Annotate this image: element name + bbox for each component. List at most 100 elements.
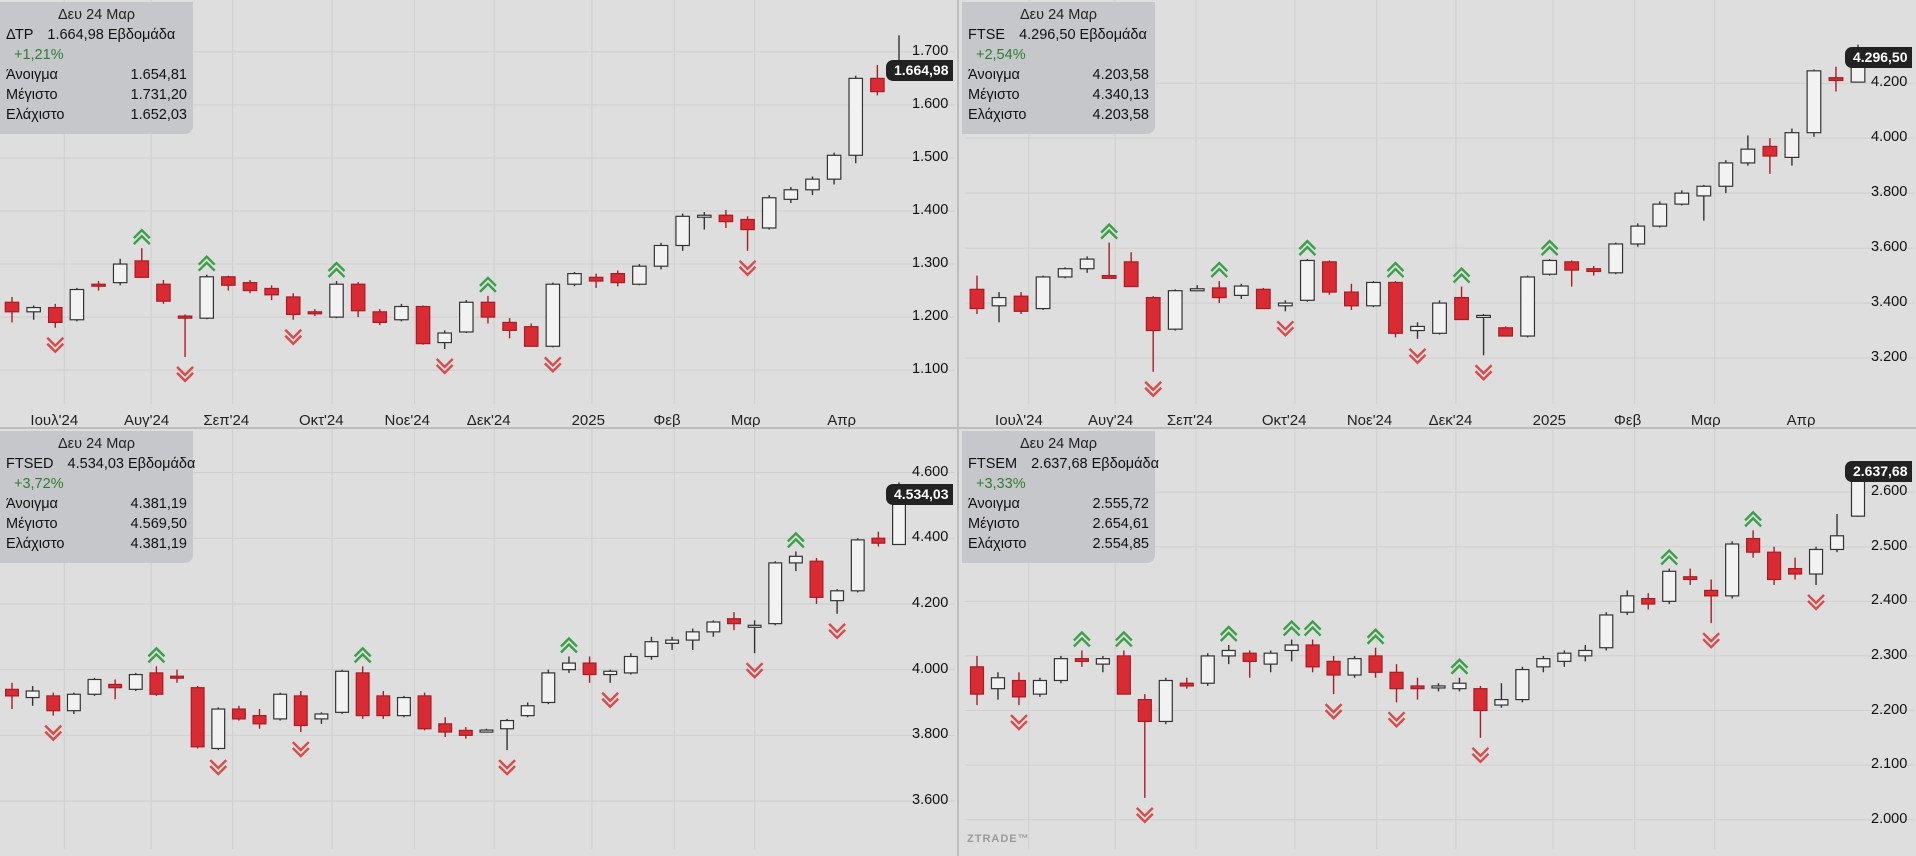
candle-down	[1388, 281, 1403, 338]
y-tick-label: 4.200	[912, 594, 949, 611]
high-label: Μέγιστο	[6, 516, 58, 532]
candle-body	[1116, 655, 1131, 695]
info-symbol: FTSEM	[968, 456, 1018, 472]
candle-up	[1536, 655, 1551, 673]
candle-up	[26, 305, 41, 320]
candle-up	[1808, 546, 1824, 585]
y-tick-label: 1.200	[912, 308, 949, 325]
candle-body	[1095, 658, 1110, 665]
swing-high-marker	[1210, 261, 1229, 278]
chart-panel-ftse[interactable]: Δευ 24 Μαρ FTSE 4.296,50 Εβδομάδα +2,54% …	[959, 0, 1916, 427]
info-high-row: Μέγιστο 2.654,61	[962, 514, 1155, 534]
info-low-row: Ελάχιστο 1.652,03	[0, 105, 193, 125]
candle-body	[706, 621, 721, 633]
candle-down	[190, 686, 205, 749]
y-tick-label: 2.600	[1871, 483, 1908, 500]
candle-body	[264, 287, 279, 296]
swing-low-marker	[828, 622, 846, 640]
candle-body	[502, 321, 517, 331]
candle-body	[1718, 162, 1734, 187]
candle-body	[252, 715, 267, 725]
candle-body	[458, 729, 473, 736]
candle-up	[768, 561, 783, 626]
candle-down	[372, 309, 388, 326]
candle-up	[87, 677, 102, 696]
candle-up	[314, 712, 329, 724]
swing-low-marker	[601, 691, 620, 709]
candle-down	[1454, 286, 1469, 321]
candle-down	[4, 296, 20, 323]
candle-body	[991, 296, 1007, 307]
candle-body	[969, 288, 985, 310]
candle-up	[805, 176, 820, 196]
candle-body	[479, 729, 494, 733]
candle-down	[588, 273, 604, 288]
candle-body	[1696, 185, 1712, 197]
candle-up	[1452, 677, 1467, 692]
candle-body	[293, 695, 308, 727]
candle-up	[653, 242, 669, 270]
x-tick-label: Σεπ'24	[203, 412, 250, 427]
candle-body	[221, 276, 236, 286]
candle-body	[1431, 685, 1446, 689]
candle-body	[1053, 658, 1069, 682]
candle-up	[1608, 242, 1624, 275]
candle-down	[1074, 650, 1089, 667]
candle-down	[740, 216, 755, 251]
candle-body	[1662, 570, 1677, 602]
candle-down	[108, 679, 123, 700]
candle-down	[1123, 252, 1139, 288]
candle-body	[1557, 652, 1572, 662]
candle-up	[826, 152, 842, 185]
candle-body	[523, 326, 539, 347]
candle-up	[567, 272, 582, 287]
candle-up	[561, 656, 576, 673]
info-period: Εβδομάδα	[107, 27, 176, 43]
candle-down	[252, 709, 267, 729]
candle-body	[134, 260, 150, 278]
candle-body	[588, 276, 604, 282]
candle-body	[1564, 261, 1580, 271]
candle-up	[500, 718, 515, 751]
x-tick-label: Απρ	[1786, 412, 1816, 427]
candle-down	[1343, 283, 1359, 310]
candle-up	[1542, 259, 1558, 276]
candle-body	[726, 618, 741, 625]
swing-low-marker	[1135, 807, 1154, 824]
candle-body	[394, 305, 409, 321]
candle-body	[1652, 203, 1668, 227]
candle-up	[1221, 645, 1236, 665]
swing-low-marker	[1807, 594, 1825, 611]
candle-body	[1454, 296, 1469, 321]
candle-down	[1242, 650, 1257, 678]
candle-up	[1806, 69, 1822, 137]
candle-body	[438, 723, 453, 733]
candle-body	[1326, 660, 1341, 676]
swing-high-marker	[1073, 630, 1091, 648]
candle-body	[1829, 535, 1845, 551]
candle-up	[1476, 314, 1492, 356]
swing-low-marker	[435, 358, 454, 375]
swing-high-marker	[1298, 239, 1317, 256]
chart-panel-ftsed[interactable]: Δευ 24 Μαρ FTSED 4.534,03 Εβδομάδα +3,72%…	[0, 429, 957, 856]
candle-down	[726, 612, 741, 631]
open-label: Άνοιγμα	[6, 496, 58, 512]
x-tick-label: Οκτ'24	[1261, 412, 1307, 427]
candle-body	[1321, 261, 1337, 293]
info-change: +3,72%	[14, 476, 64, 492]
y-tick-label: 4.000	[912, 660, 949, 677]
candle-up	[1095, 655, 1110, 673]
candle-up	[1053, 655, 1069, 684]
x-tick-label: Απρ	[827, 412, 857, 427]
low-label: Ελάχιστο	[6, 107, 65, 123]
swing-low-marker	[1010, 714, 1028, 731]
candle-down	[438, 717, 453, 737]
candle-body	[1011, 679, 1027, 698]
chart-panel-dtr[interactable]: Δευ 24 Μαρ ΔΤΡ 1.664,98 Εβδομάδα +1,21% Ά…	[0, 0, 957, 427]
swing-high-marker	[1660, 548, 1679, 566]
chart-panel-ftsem[interactable]: Δευ 24 Μαρ FTSEM 2.637,68 Εβδομάδα +3,33%…	[959, 429, 1916, 856]
candle-down	[415, 305, 431, 345]
x-tick-label: Νοε'24	[384, 412, 430, 427]
low-value: 4.381,19	[130, 536, 187, 552]
swing-high-marker	[1114, 630, 1133, 648]
